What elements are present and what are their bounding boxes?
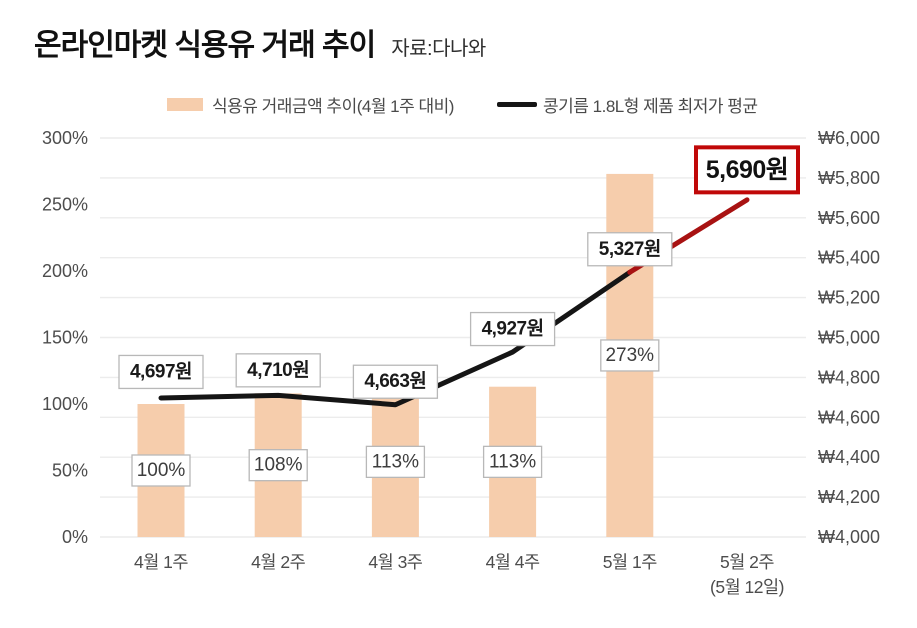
x-axis-label: 5월 2주 (720, 552, 774, 572)
bar-value-label-box (482, 445, 543, 479)
source-label: 자료:다나와 (391, 38, 486, 60)
header: 온라인마켓 식용유 거래 추이 자료:다나와 (34, 20, 486, 64)
bar-legend-label: 식용유 거래금액 추이(4월 1주 대비) (212, 96, 454, 116)
point-value-label: 4,663원 (364, 370, 426, 392)
point-value-label-box (469, 311, 556, 347)
x-axis-label: 4월 1주 (134, 552, 188, 572)
left-axis-tick-label: 200% (42, 261, 88, 281)
point-value-label: 4,697원 (130, 360, 192, 382)
bar-value-label: 113% (372, 451, 419, 472)
highlight-value-label: 5,690원 (706, 156, 789, 184)
left-axis-tick-label: 300% (42, 128, 88, 148)
right-axis-tick-label: ₩5,800 (818, 168, 880, 188)
left-axis-tick-label: 100% (42, 394, 88, 414)
point-value-label-box (118, 354, 204, 390)
legend-item-line: 콩기름 1.8L형 제품 최저가 평균 (497, 94, 758, 116)
right-axis-tick-label: ₩4,600 (818, 407, 880, 427)
page-title: 온라인마켓 식용유 거래 추이 (34, 29, 376, 62)
right-axis-tick-label: ₩6,000 (818, 128, 880, 148)
line-legend-swatch-icon (497, 101, 537, 107)
line-legend-label: 콩기름 1.8L형 제품 최저가 평균 (543, 96, 758, 116)
right-axis-tick-label: ₩4,200 (818, 487, 880, 507)
left-axis-tick-label: 0% (62, 527, 88, 547)
point-value-label: 4,927원 (482, 318, 544, 340)
bar-legend-swatch-icon (167, 97, 203, 111)
highlight-value-box (694, 145, 800, 195)
x-axis-label: 5월 1주 (603, 552, 657, 572)
point-value-label-box (352, 364, 439, 399)
bar-value-label: 108% (254, 455, 303, 476)
right-axis-tick-label: ₩4,800 (818, 367, 880, 387)
bar-value-label: 273% (605, 345, 654, 366)
right-axis-tick-label: ₩4,400 (818, 447, 880, 467)
left-axis-tick-label: 250% (42, 195, 88, 215)
x-axis-label-note: (5월 12일) (710, 577, 784, 597)
right-axis-tick-label: ₩5,200 (818, 288, 880, 308)
left-axis-tick-label: 50% (52, 461, 88, 481)
x-axis-label: 4월 4주 (486, 552, 540, 572)
right-axis-tick-label: ₩5,000 (818, 328, 880, 348)
bar-value-label-box (248, 449, 308, 482)
point-value-label-box (587, 232, 673, 267)
bar-value-label: 113% (489, 451, 536, 472)
x-axis-label: 4월 3주 (368, 552, 422, 572)
right-axis-tick-label: ₩5,400 (818, 248, 880, 268)
left-axis-tick-label: 150% (42, 328, 88, 348)
point-value-label-box (235, 353, 321, 388)
bar-value-label: 100% (137, 460, 186, 481)
right-axis-tick-label: ₩4,000 (818, 527, 880, 547)
point-value-label: 4,710원 (247, 359, 309, 381)
bar-value-label-box (600, 339, 660, 372)
bar-value-label-box (365, 445, 426, 479)
right-axis-tick-label: ₩5,600 (818, 208, 880, 228)
legend-item-bar: 식용유 거래금액 추이(4월 1주 대비) (167, 94, 454, 116)
point-value-label: 5,327원 (599, 238, 661, 260)
bar-value-label-box (131, 454, 191, 487)
x-axis-label: 4월 2주 (251, 552, 305, 572)
